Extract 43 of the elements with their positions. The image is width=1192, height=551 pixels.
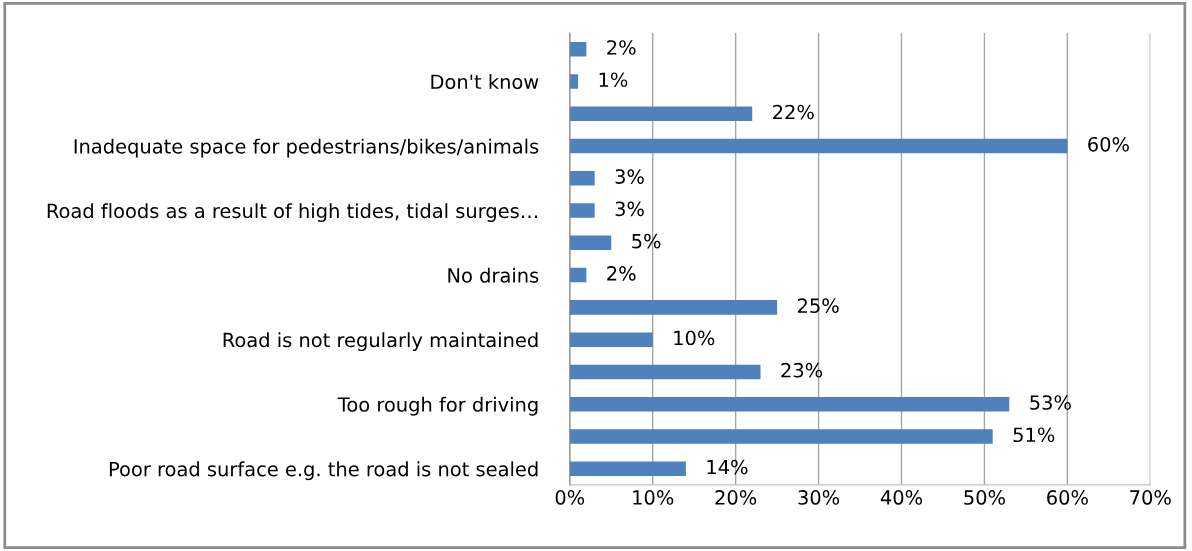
- bar: [569, 364, 761, 380]
- x-tick-label: 50%: [964, 490, 1005, 505]
- bar: [569, 171, 595, 186]
- bar: [569, 461, 686, 476]
- data-label: 53%: [1030, 395, 1071, 410]
- y-tick-label: Poor road surface e.g. the road is not sealed: [109, 461, 538, 481]
- data-label: 2%: [607, 40, 636, 55]
- x-tick-label: 10%: [633, 490, 674, 505]
- y-tick-label: Road floods as a result of high tides, tidal surges…: [47, 203, 537, 222]
- data-label: 5%: [632, 233, 661, 249]
- data-label: 2%: [607, 266, 636, 281]
- data-label: 51%: [1013, 427, 1055, 443]
- bar: [569, 138, 1068, 154]
- x-tick-label: 40%: [880, 490, 923, 505]
- bar: [569, 41, 587, 57]
- data-label: 3%: [615, 201, 644, 217]
- bar: [569, 74, 579, 89]
- y-tick-label: Don't know: [431, 74, 539, 90]
- bar: [569, 332, 653, 347]
- data-label: 3%: [615, 169, 644, 184]
- bar: [569, 267, 587, 283]
- data-label: 22%: [773, 104, 814, 120]
- y-tick-label: No drains: [448, 267, 539, 283]
- x-tick-label: 70%: [1130, 490, 1171, 505]
- y-tick-label: Too rough for driving: [337, 396, 538, 416]
- bar: [569, 396, 1010, 412]
- x-tick-label: 0%: [555, 490, 585, 505]
- x-tick-label: 60%: [1047, 490, 1088, 505]
- bar: [569, 203, 595, 218]
- bar: [569, 235, 612, 251]
- data-label: 25%: [797, 298, 839, 314]
- data-label: 10%: [674, 330, 715, 346]
- data-label: 14%: [707, 459, 748, 475]
- data-label: 60%: [1088, 136, 1129, 152]
- data-label: 1%: [599, 72, 628, 88]
- x-tick-label: 30%: [798, 490, 840, 505]
- data-label: 23%: [781, 362, 823, 378]
- bar: [569, 429, 993, 444]
- y-tick-label: Inadequate space for pedestrians/bikes/animals: [74, 138, 539, 158]
- bar: [569, 106, 753, 121]
- bar: [569, 300, 778, 315]
- y-tick-label: Road is not regularly maintained: [223, 332, 538, 352]
- x-tick-label: 20%: [715, 490, 757, 505]
